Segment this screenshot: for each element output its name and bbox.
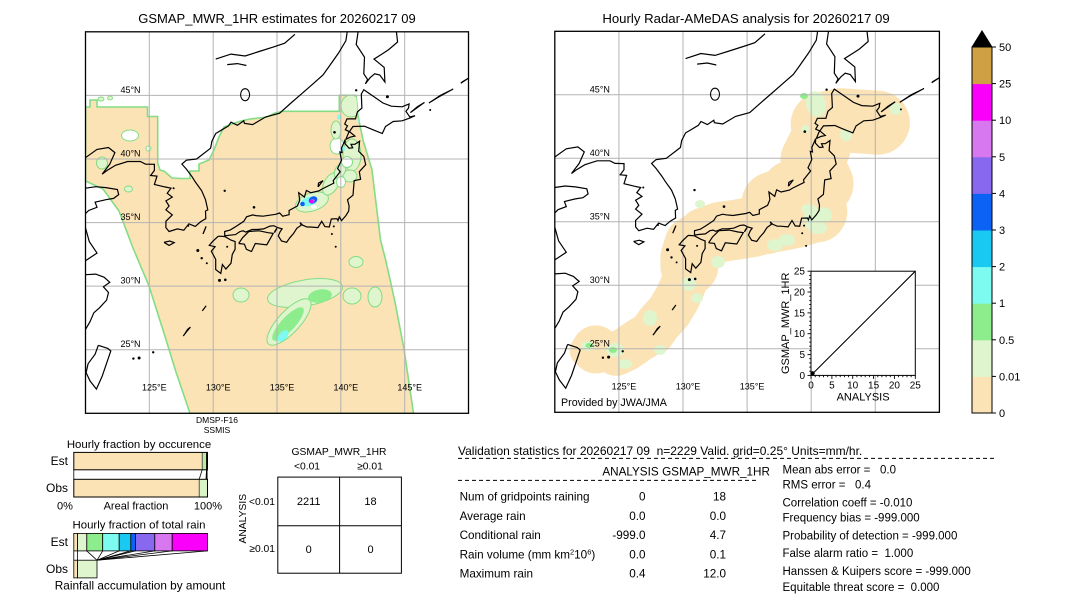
svg-text:135°E: 135°E [740,381,765,391]
svg-text:130°E: 130°E [676,381,701,391]
svg-text:Frequency bias = -999.000: Frequency bias = -999.000 [783,513,920,525]
svg-text:0: 0 [799,371,805,382]
svg-text:5: 5 [999,152,1005,164]
svg-text:1: 1 [999,298,1005,310]
svg-text:GSMAP_MWR_1HR estimates for 20: GSMAP_MWR_1HR estimates for 20260217 09 [138,11,415,26]
svg-text:Correlation coeff = -0.010: Correlation coeff = -0.010 [783,498,913,510]
svg-text:Hourly Radar-AMeDAS analysis f: Hourly Radar-AMeDAS analysis for 2026021… [602,11,889,26]
svg-text:2: 2 [999,262,1005,274]
svg-text:15: 15 [794,308,806,319]
svg-text:125°E: 125°E [612,381,637,391]
svg-text:25: 25 [794,267,806,278]
svg-text:GSMAP_MWR_1HR: GSMAP_MWR_1HR [662,466,770,479]
svg-text:5: 5 [829,380,835,391]
svg-text:130°E: 130°E [206,382,231,392]
svg-text:0: 0 [808,380,814,391]
svg-text:ANALYSIS: ANALYSIS [837,391,890,403]
svg-text:Conditional rain: Conditional rain [460,529,541,542]
svg-text:25°N: 25°N [590,338,610,348]
svg-text:Hourly fraction by occurence: Hourly fraction by occurence [67,439,211,451]
svg-text:30°N: 30°N [590,275,610,285]
svg-text:Provided by JWA/JMA: Provided by JWA/JMA [561,397,668,409]
svg-text:Probability of detection = -99: Probability of detection = -999.000 [783,530,958,542]
svg-text:Est: Est [51,535,69,549]
svg-text:50: 50 [999,42,1011,54]
svg-text:<0.01: <0.01 [249,497,275,508]
svg-text:140°E: 140°E [333,382,358,392]
svg-text:0.4: 0.4 [629,568,646,581]
svg-text:0.0: 0.0 [710,510,727,523]
svg-text:125°E: 125°E [142,382,167,392]
svg-text:0: 0 [999,408,1005,420]
svg-text:10: 10 [847,380,859,391]
svg-text:25°N: 25°N [120,339,140,349]
svg-text:20: 20 [889,380,901,391]
svg-text:0: 0 [306,544,312,556]
svg-text:45°N: 45°N [590,84,610,94]
svg-text:Obs: Obs [46,481,68,495]
svg-text:ANALYSIS: ANALYSIS [602,466,659,479]
svg-text:-999.0: -999.0 [612,529,646,542]
svg-text:Obs: Obs [46,562,68,576]
svg-text:0.0: 0.0 [629,510,646,523]
svg-text:0.01: 0.01 [999,371,1020,383]
svg-text:<0.01: <0.01 [294,462,320,473]
svg-text:0.5: 0.5 [999,335,1014,347]
svg-text:Areal fraction: Areal fraction [104,501,169,513]
svg-text:145°E: 145°E [397,382,422,392]
svg-text:Est: Est [51,454,69,468]
svg-text:Validation statistics for 2026: Validation statistics for 20260217 09 n=… [458,444,862,458]
svg-text:40°N: 40°N [590,148,610,158]
svg-text:25: 25 [910,380,922,391]
svg-text:35°N: 35°N [120,212,140,222]
svg-text:30°N: 30°N [120,276,140,286]
svg-text:RMS error = 0.4: RMS error = 0.4 [783,479,872,491]
svg-text:Equitable threat score = 0.00: Equitable threat score = 0.000 [783,582,940,594]
svg-text:Hanssen & Kuipers score = -999: Hanssen & Kuipers score = -999.000 [783,566,971,578]
svg-text:GSMAP_MWR_1HR: GSMAP_MWR_1HR [780,273,792,375]
svg-text:45°N: 45°N [120,85,140,95]
svg-text:25: 25 [999,79,1011,91]
svg-text:20: 20 [794,288,806,299]
svg-text:4: 4 [999,188,1005,200]
svg-text:35°N: 35°N [590,211,610,221]
svg-text:ANALYSIS: ANALYSIS [238,494,249,544]
svg-text:10: 10 [999,115,1011,127]
svg-text:10: 10 [794,329,806,340]
svg-text:3: 3 [999,225,1005,237]
svg-text:Maximum rain: Maximum rain [460,568,533,581]
svg-text:100%: 100% [194,501,222,513]
svg-text:DMSP-F16: DMSP-F16 [196,415,238,425]
svg-text:Mean abs error = 0.0: Mean abs error = 0.0 [783,465,896,477]
svg-text:≥0.01: ≥0.01 [357,462,383,473]
svg-text:False alarm ratio = 1.000: False alarm ratio = 1.000 [783,548,914,560]
svg-text:≥0.01: ≥0.01 [249,544,275,555]
svg-text:12.0: 12.0 [703,568,726,581]
svg-text:GSMAP_MWR_1HR: GSMAP_MWR_1HR [292,447,387,458]
svg-text:135°E: 135°E [270,382,295,392]
svg-text:5: 5 [799,350,805,361]
svg-text:4.7: 4.7 [710,529,726,542]
svg-text:18: 18 [713,491,726,504]
svg-text:0.1: 0.1 [710,549,726,562]
svg-text:SSMIS: SSMIS [204,425,231,435]
svg-text:Num of gridpoints raining: Num of gridpoints raining [460,491,590,504]
svg-text:Hourly fraction of total rain: Hourly fraction of total rain [73,520,206,532]
svg-text:0: 0 [367,544,373,556]
svg-text:2211: 2211 [297,496,321,508]
svg-text:Average rain: Average rain [460,510,526,523]
svg-text:15: 15 [868,380,880,391]
svg-text:Rainfall accumulation by amoun: Rainfall accumulation by amount [55,579,226,593]
svg-text:18: 18 [364,496,376,508]
svg-text:0: 0 [639,491,646,504]
svg-text:0%: 0% [57,501,73,513]
svg-text:40°N: 40°N [120,149,140,159]
svg-text:Rain volume (mm km2106): Rain volume (mm km2106) [460,548,596,562]
svg-text:0.0: 0.0 [629,549,646,562]
